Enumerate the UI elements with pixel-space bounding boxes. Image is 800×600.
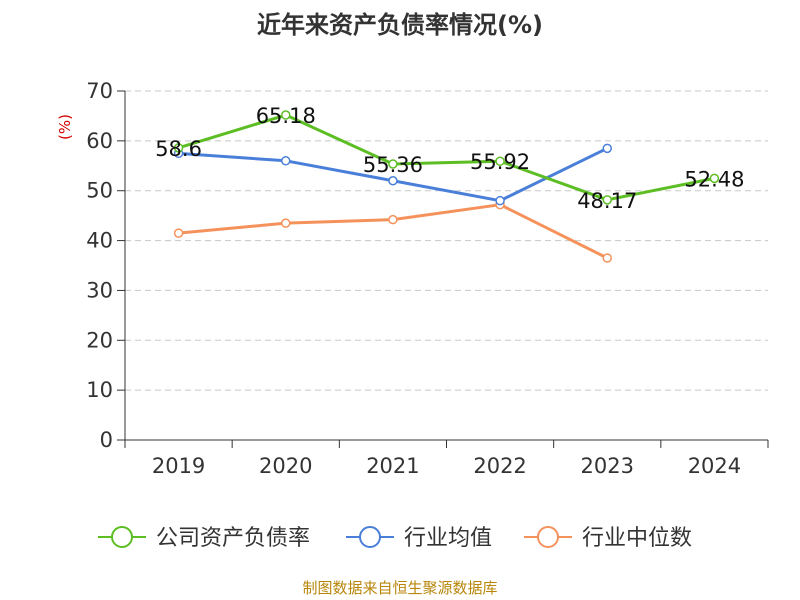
series-0 xyxy=(173,110,720,205)
chart-title: 近年来资产负债率情况(%) xyxy=(257,11,543,39)
series-line xyxy=(178,203,608,260)
data-label: 65.18 xyxy=(256,104,316,128)
data-point xyxy=(388,175,398,186)
data-point xyxy=(173,143,184,153)
data-point xyxy=(495,195,505,206)
y-tick-label: 0 xyxy=(100,428,113,452)
legend: 公司资产负债率 行业均值 行业中位数 xyxy=(98,526,692,551)
legend-item-2: 行业中位数 xyxy=(524,526,692,551)
source-note: 制图数据来自恒生聚源数据库 xyxy=(302,579,497,597)
legend-marker xyxy=(537,526,559,548)
legend-label: 行业均值 xyxy=(404,526,492,551)
y-tick-label: 70 xyxy=(86,79,113,103)
data-point xyxy=(281,218,291,228)
y-tick-label: 20 xyxy=(86,328,113,352)
legend-label: 公司资产负债率 xyxy=(156,526,310,551)
data-point xyxy=(495,156,505,166)
x-tick-label: 2022 xyxy=(473,454,526,478)
y-tick-label: 40 xyxy=(86,229,113,253)
data-point xyxy=(281,110,291,120)
y-tick-label: 10 xyxy=(86,378,113,402)
legend-item-0: 公司资产负债率 xyxy=(98,526,310,551)
axes: 0 10 20 30 40 50 60 70 2019 2020 2021 2022 2023 2024 xyxy=(86,79,769,478)
legend-item-1: 行业均值 xyxy=(346,526,492,551)
x-tick-label: 2021 xyxy=(366,454,419,478)
data-point xyxy=(281,156,291,166)
legend-marker xyxy=(359,526,381,548)
y-axis-label: (%) xyxy=(56,114,74,140)
data-point xyxy=(602,143,612,154)
data-label: 58.6 xyxy=(155,137,202,161)
x-tick-label: 2023 xyxy=(581,454,634,478)
data-label: 52.48 xyxy=(684,167,744,191)
series-2 xyxy=(173,199,612,263)
series-1 xyxy=(173,143,612,206)
data-point xyxy=(602,195,612,205)
legend-label: 行业中位数 xyxy=(582,526,692,551)
series-group xyxy=(173,110,720,263)
grid-lines xyxy=(125,90,768,391)
y-tick-label: 60 xyxy=(86,129,113,153)
legend-marker xyxy=(111,526,133,548)
data-point xyxy=(602,253,612,263)
data-label: 55.92 xyxy=(470,150,530,174)
x-tick-label: 2020 xyxy=(259,454,312,478)
data-label: 48.17 xyxy=(577,189,637,213)
y-tick-label: 30 xyxy=(86,278,113,302)
data-label: 55.36 xyxy=(363,153,423,177)
data-point xyxy=(388,214,398,225)
data-point xyxy=(388,159,398,169)
data-labels: 58.6 65.18 55.36 55.92 48.17 52.48 xyxy=(155,104,744,213)
data-point xyxy=(709,173,720,184)
x-tick-label: 2024 xyxy=(688,454,741,478)
data-point xyxy=(173,228,184,238)
series-line xyxy=(178,113,715,202)
y-tick-label: 50 xyxy=(86,179,113,203)
x-tick-label: 2019 xyxy=(152,454,205,478)
